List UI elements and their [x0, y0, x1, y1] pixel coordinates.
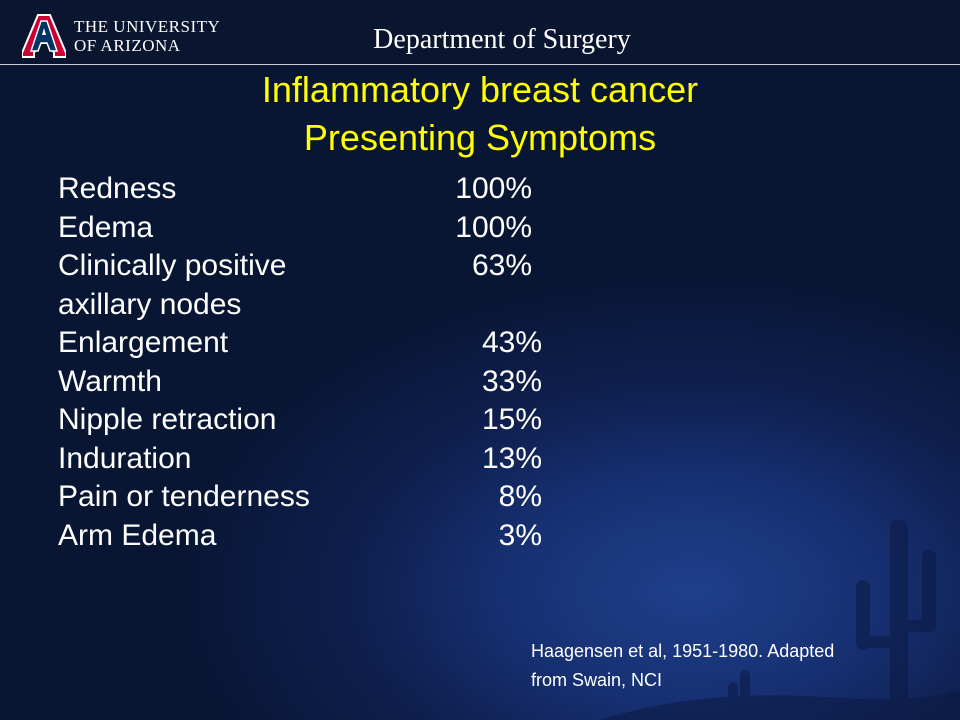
- symptom-row: Arm Edema 3%: [58, 517, 578, 556]
- symptom-value: 63%: [471, 249, 532, 282]
- university-logo: THE UNIVERSITY OF ARIZONA: [22, 12, 220, 60]
- symptom-value: 33%: [481, 364, 542, 398]
- symptom-label: Nipple retraction: [58, 403, 277, 436]
- symptom-value: 100%: [455, 210, 532, 244]
- symptom-row: Redness 100%: [58, 170, 578, 209]
- citation-line-2: from Swain, NCI: [531, 670, 663, 690]
- symptom-value: 3%: [498, 518, 542, 552]
- logo-line-1: THE UNIVERSITY: [74, 17, 221, 36]
- symptom-label: Enlargement: [58, 326, 229, 359]
- symptom-row: Pain or tenderness 8%: [58, 478, 578, 517]
- symptom-label: Pain or tenderness: [58, 480, 310, 513]
- symptom-list: Redness 100% Edema 100% Clinically posit…: [58, 170, 578, 555]
- symptom-label: Edema: [58, 210, 154, 244]
- slide-title-line-1: Inflammatory breast cancer: [261, 69, 699, 110]
- symptom-label: Warmth: [58, 364, 162, 398]
- cactus-silhouette-icon: [600, 520, 960, 720]
- symptom-value: 8%: [498, 480, 542, 513]
- symptom-row: Warmth 33%: [58, 363, 578, 402]
- symptom-label: Arm Edema: [58, 518, 217, 552]
- symptom-row: Clinically positive 63%: [58, 247, 578, 286]
- department-title: Department of Surgery: [373, 24, 631, 55]
- symptom-label: axillary nodes: [58, 287, 242, 321]
- university-a-logo-icon: [22, 14, 66, 58]
- symptom-value: 100%: [455, 172, 532, 205]
- citation: Haagensen et al, 1951-1980. Adapted from…: [531, 637, 931, 695]
- slide-title-line-2: Presenting Symptoms: [303, 117, 657, 158]
- header-bar: [0, 0, 960, 64]
- symptom-row: axillary nodes: [58, 286, 578, 325]
- logo-line-2: OF ARIZONA: [74, 36, 181, 55]
- symptom-label: Clinically positive: [58, 249, 287, 282]
- slide-title: Inflammatory breast cancer Presenting Sy…: [0, 66, 960, 162]
- symptom-label: Induration: [58, 441, 192, 475]
- symptom-row: Enlargement 43%: [58, 324, 578, 363]
- symptom-value: 13%: [481, 441, 542, 475]
- symptom-row: Nipple retraction 15%: [58, 401, 578, 440]
- header-divider: [0, 64, 960, 65]
- symptom-row: Induration 13%: [58, 440, 578, 479]
- symptom-value: 15%: [481, 403, 542, 436]
- symptom-label: Redness: [58, 172, 177, 205]
- symptom-row: Edema 100%: [58, 209, 578, 248]
- symptom-value: 43%: [481, 326, 542, 359]
- citation-line-1: Haagensen et al, 1951-1980. Adapted: [531, 641, 835, 661]
